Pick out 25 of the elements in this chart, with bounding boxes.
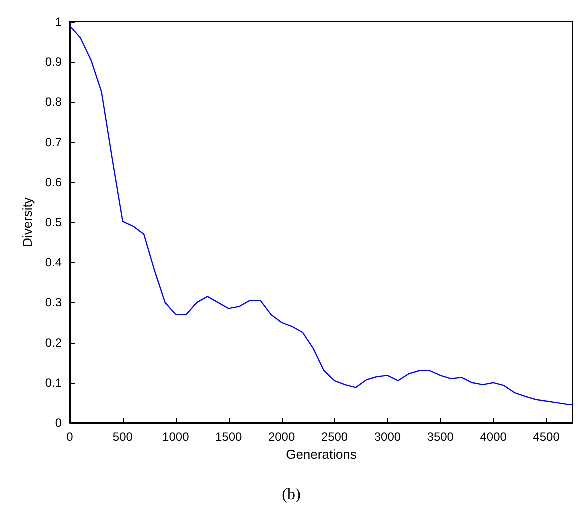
y-tick-label: 0.9	[45, 55, 62, 70]
y-tick-label: 0.7	[45, 135, 62, 150]
x-tick-label: 1000	[162, 430, 190, 444]
y-tick-label: 0.5	[45, 216, 62, 230]
x-tick-label: 500	[112, 430, 134, 444]
x-tick-label: 0	[66, 430, 74, 444]
y-tick-label: 0	[55, 416, 62, 430]
line-series	[69, 25, 574, 406]
x-tick-label: 2500	[321, 430, 348, 444]
y-tick-label: 0.1	[45, 376, 62, 390]
x-tick-label: 1500	[215, 430, 243, 444]
x-tick-label: 4000	[480, 430, 508, 444]
x-tick-label: 3000	[374, 430, 402, 444]
y-tick-label: 0.6	[45, 175, 62, 190]
y-tick-label: 0.3	[45, 296, 62, 310]
y-axis-title: Diversity	[20, 197, 35, 248]
y-tick-label: 0.4	[45, 256, 62, 270]
y-tick-label: 1	[55, 15, 62, 29]
x-tick-label: 2000	[268, 430, 296, 444]
y-tick-label: 0.2	[45, 336, 62, 350]
y-tick-label: 0.8	[45, 95, 62, 110]
x-tick-label: 4500	[533, 430, 560, 444]
x-axis-title: Generations	[286, 446, 358, 462]
text: (b)	[282, 486, 301, 504]
x-tick-label: 3500	[427, 430, 454, 444]
